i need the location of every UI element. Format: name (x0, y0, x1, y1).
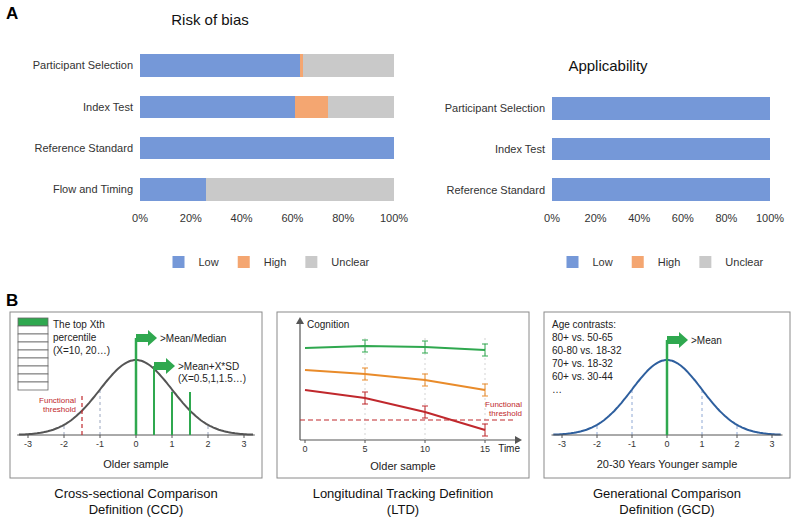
svg-text:Unclear: Unclear (331, 256, 369, 268)
svg-text:(LTD): (LTD) (387, 502, 419, 517)
svg-text:threshold: threshold (43, 405, 76, 414)
svg-text:20-30 Years Younger sample: 20-30 Years Younger sample (597, 458, 738, 470)
svg-text:15: 15 (480, 444, 490, 454)
svg-text:80%: 80% (715, 212, 737, 224)
svg-text:Participant Selection: Participant Selection (33, 59, 133, 71)
svg-text:60%: 60% (281, 212, 303, 224)
svg-text:1: 1 (699, 439, 704, 449)
svg-text:Reference Standard: Reference Standard (35, 142, 133, 154)
svg-text:(X=10, 20…): (X=10, 20…) (53, 345, 110, 356)
svg-text:Cognition: Cognition (307, 319, 349, 330)
svg-text:Participant Selection: Participant Selection (445, 102, 545, 114)
svg-text:60+ vs. 30-44: 60+ vs. 30-44 (552, 371, 613, 382)
svg-text:percentile: percentile (53, 332, 97, 343)
svg-text:3: 3 (769, 439, 774, 449)
svg-text:(X=0.5,1,1.5…): (X=0.5,1,1.5…) (178, 373, 246, 384)
svg-text:10: 10 (420, 444, 430, 454)
svg-text:-1: -1 (628, 439, 636, 449)
svg-text:100%: 100% (380, 212, 408, 224)
svg-text:Functional: Functional (485, 400, 522, 409)
svg-text:1: 1 (169, 439, 174, 449)
svg-text:20%: 20% (180, 212, 202, 224)
svg-text:70+ vs. 18-32: 70+ vs. 18-32 (552, 358, 613, 369)
svg-text:Index Test: Index Test (83, 101, 133, 113)
svg-text:-2: -2 (593, 439, 601, 449)
svg-text:threshold: threshold (489, 409, 522, 418)
svg-text:60%: 60% (672, 212, 694, 224)
svg-text:High: High (264, 256, 287, 268)
svg-text:40%: 40% (628, 212, 650, 224)
svg-text:Low: Low (593, 256, 613, 268)
svg-text:-1: -1 (96, 439, 104, 449)
svg-text:5: 5 (362, 444, 367, 454)
svg-text:Functional: Functional (39, 396, 76, 405)
svg-text:>Mean: >Mean (691, 335, 722, 346)
svg-text:…: … (552, 384, 562, 395)
svg-text:Low: Low (199, 256, 219, 268)
svg-text:High: High (658, 256, 681, 268)
svg-text:-2: -2 (60, 439, 68, 449)
svg-text:Older sample: Older sample (103, 458, 168, 470)
svg-text:>Mean/Median: >Mean/Median (160, 333, 226, 344)
html-text:A: A (6, 4, 19, 23)
svg-text:The top Xth: The top Xth (53, 319, 105, 330)
svg-text:40%: 40% (231, 212, 253, 224)
svg-text:Reference Standard: Reference Standard (447, 184, 545, 196)
svg-text:100%: 100% (756, 212, 784, 224)
svg-text:Definition (GCD): Definition (GCD) (619, 502, 714, 517)
svg-text:2: 2 (205, 439, 210, 449)
svg-text:60-80 vs. 18-32: 60-80 vs. 18-32 (552, 345, 622, 356)
svg-text:Index Test: Index Test (495, 143, 545, 155)
svg-text:>Mean+X*SD: >Mean+X*SD (178, 361, 239, 372)
svg-text:Applicability: Applicability (568, 57, 648, 74)
svg-text:20%: 20% (585, 212, 607, 224)
svg-text:0: 0 (302, 444, 307, 454)
svg-text:0%: 0% (132, 212, 148, 224)
svg-text:Generational Comparison: Generational Comparison (593, 486, 741, 501)
svg-text:Time: Time (498, 443, 520, 454)
svg-text:0: 0 (664, 439, 669, 449)
svg-text:0: 0 (133, 439, 138, 449)
svg-text:-3: -3 (558, 439, 566, 449)
svg-text:Unclear: Unclear (725, 256, 763, 268)
svg-text:80%: 80% (332, 212, 354, 224)
svg-text:-3: -3 (24, 439, 32, 449)
svg-text:80+ vs. 50-65: 80+ vs. 50-65 (552, 332, 613, 343)
svg-text:Cross-sectional Comparison: Cross-sectional Comparison (54, 486, 217, 501)
svg-text:Age contrasts:: Age contrasts: (552, 319, 616, 330)
svg-text:B: B (6, 291, 18, 310)
svg-text:Older sample: Older sample (370, 460, 435, 472)
svg-text:Definition (CCD): Definition (CCD) (89, 502, 184, 517)
svg-text:Flow and Timing: Flow and Timing (53, 183, 133, 195)
svg-text:Longitudinal Tracking Definiti: Longitudinal Tracking Definition (313, 486, 494, 501)
svg-text:3: 3 (241, 439, 246, 449)
svg-text:0%: 0% (544, 212, 560, 224)
svg-text:Risk of bias: Risk of bias (171, 11, 249, 28)
svg-text:2: 2 (734, 439, 739, 449)
